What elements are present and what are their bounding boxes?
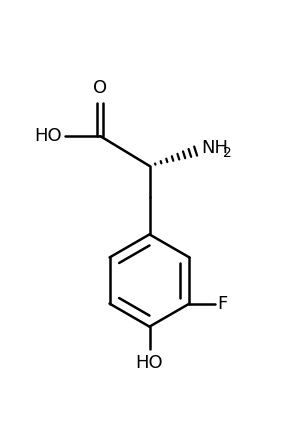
Text: HO: HO <box>35 127 62 145</box>
Text: O: O <box>93 79 107 97</box>
Text: NH: NH <box>202 139 228 157</box>
Text: 2: 2 <box>223 145 232 160</box>
Text: F: F <box>217 294 227 312</box>
Text: HO: HO <box>136 354 163 372</box>
